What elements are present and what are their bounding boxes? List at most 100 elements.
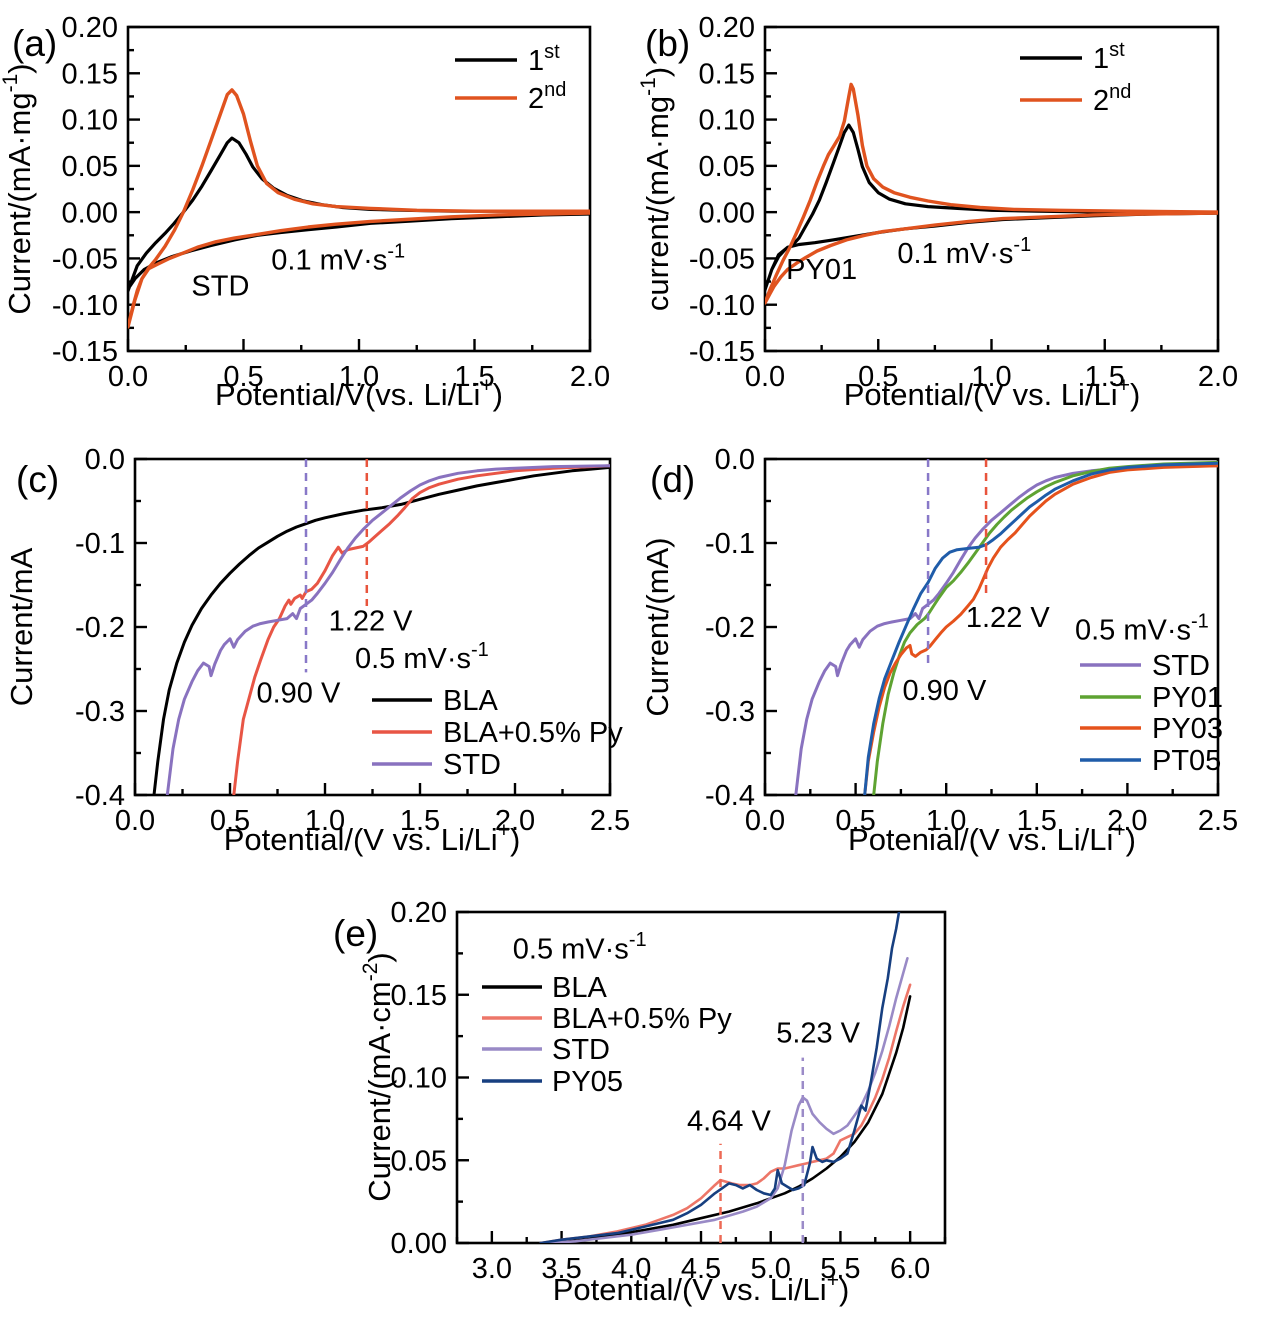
ytick-label: 0.00 — [391, 1228, 447, 1260]
xtick-label: 1.0 — [339, 361, 379, 393]
annotation-b: 0.1 mV·s-1 — [897, 234, 1031, 270]
ytick-label: -0.1 — [75, 528, 125, 560]
ytick-label: -0.3 — [75, 696, 125, 728]
ytick-label: 0.0 — [715, 444, 755, 476]
x-axis-label-c: Potential/(V vs. Li/Li+) — [224, 819, 521, 857]
xtick-label: 0.5 — [835, 805, 875, 837]
ytick-label: 0.10 — [62, 105, 118, 137]
annotation-e: 4.64 V — [687, 1105, 771, 1137]
ytick-label: 0.0 — [85, 444, 125, 476]
panel-b: 0.0 0.5 1.0 1.5 2.0 -0.15 -0.10 -0.05 0.00 0.05 0.… — [637, 12, 1238, 412]
legend-label-c: BLA — [443, 685, 498, 717]
ytick-label: -0.10 — [689, 290, 755, 322]
xtick-label: 0.0 — [745, 361, 785, 393]
xtick-label: 1.5 — [400, 805, 440, 837]
panel-d: 0.0 0.5 1.0 1.5 2.0 2.5 -0.4 -0.3 -0.2 -0.1 0.0 Pot… — [640, 444, 1238, 857]
ytick-label: 0.15 — [699, 58, 755, 90]
ytick-label: 0.00 — [62, 197, 118, 229]
xtick-label: 1.0 — [926, 805, 966, 837]
legend-label-b: 1st — [1093, 39, 1125, 75]
ytick-label: -0.1 — [705, 528, 755, 560]
curves-c — [152, 464, 610, 795]
ytick-label: 0.20 — [62, 12, 118, 44]
legend-label-d: PY03 — [1152, 713, 1223, 745]
annotation-e: 0.5 mV·s-1 — [513, 929, 647, 965]
ytick-label: 0.05 — [391, 1145, 447, 1177]
x-axis-label-d: Potenial/(V vs. Li/Li+) — [848, 819, 1136, 857]
curve-d-pt05 — [863, 461, 1218, 795]
xtick-label: 3.5 — [541, 1253, 581, 1285]
legend-label-d: STD — [1152, 650, 1210, 682]
panel-letter-c: (c) — [16, 459, 59, 500]
y-axis-label-a: Current/(mA·mg-1) — [0, 63, 37, 314]
legend-label-e: BLA — [552, 972, 607, 1004]
xtick-label: 2.5 — [1198, 805, 1238, 837]
plot-frame-d — [763, 457, 1220, 797]
panel-c: 0.0 0.5 1.0 1.5 2.0 2.5 -0.4 -0.3 -0.2 -0.1 0.0 Pot… — [4, 444, 630, 857]
ytick-label: 0.05 — [62, 151, 118, 183]
curve-e-std — [546, 957, 909, 1243]
legend-label-b: 2nd — [1093, 81, 1131, 117]
curve-c-std — [165, 464, 610, 795]
xtick-label: 0.5 — [210, 805, 250, 837]
curve-d-py01 — [872, 460, 1218, 795]
xtick-label: 1.5 — [1085, 361, 1125, 393]
xtick-label: 0.5 — [223, 361, 263, 393]
panel-a: 0.0 0.5 1.0 1.5 2.0 -0.15 -0.10 -0.05 0.00 0.05 0.… — [0, 12, 610, 412]
xtick-label: 2.0 — [570, 361, 610, 393]
x-axis-label-a: Potential/V(vs. Li/Li+) — [215, 374, 503, 412]
legend-label-e: PY05 — [552, 1066, 623, 1098]
ytick-label: 0.20 — [699, 12, 755, 44]
ytick-label: -0.15 — [689, 336, 755, 368]
annotation-c: 0.5 mV·s-1 — [355, 639, 489, 675]
curve-c-bla-0-5-py — [232, 464, 610, 795]
xtick-label: 1.5 — [454, 361, 494, 393]
xtick-label: 1.0 — [971, 361, 1011, 393]
annotation-c: 1.22 V — [329, 605, 413, 637]
curves-e — [539, 912, 912, 1243]
ytick-label: -0.2 — [705, 612, 755, 644]
panel-letter-e: (e) — [333, 913, 378, 954]
xtick-label: 2.0 — [495, 805, 535, 837]
ytick-label: -0.10 — [52, 290, 118, 322]
ytick-label: -0.05 — [689, 244, 755, 276]
plot-frame-e — [455, 910, 947, 1245]
xtick-label: 1.5 — [1017, 805, 1057, 837]
xtick-label: 0.0 — [115, 805, 155, 837]
curves-d — [794, 460, 1218, 795]
legend-label-e: BLA+0.5% Py — [552, 1003, 732, 1035]
curve-d-py03 — [863, 464, 1218, 795]
xtick-label: 4.5 — [681, 1253, 721, 1285]
legend-label-d: PT05 — [1152, 745, 1221, 777]
xtick-label: 2.0 — [1107, 805, 1147, 837]
annotation-a: STD — [191, 270, 249, 302]
xtick-label: 2.5 — [590, 805, 630, 837]
ytick-label: 0.00 — [699, 197, 755, 229]
y-axis-label-b: current/(mA·mg-1) — [637, 67, 675, 311]
legend-label-a: 1st — [528, 41, 560, 77]
y-axis-label-d: Current/(mA) — [640, 537, 675, 716]
annotation-d: 0.90 V — [902, 675, 986, 707]
xtick-label: 0.5 — [858, 361, 898, 393]
legend-label-e: STD — [552, 1034, 610, 1066]
legend-label-a: 2nd — [528, 79, 566, 115]
annotation-d: 0.5 mV·s-1 — [1075, 610, 1209, 646]
xtick-label: 0.0 — [745, 805, 785, 837]
ytick-label: 0.05 — [699, 151, 755, 183]
xtick-label: 3.0 — [472, 1253, 512, 1285]
y-axis-label-e: Current/(mA·cm-2) — [359, 952, 397, 1201]
annotation-c: 0.90 V — [256, 678, 340, 710]
panel-e: 3.0 3.5 4.0 4.5 5.0 5.5 6.0 0.00 0.05 0.10 0.15 0.2… — [333, 897, 947, 1307]
panel-letter-d: (d) — [650, 459, 695, 500]
annotation-b: PY01 — [786, 254, 857, 286]
curves-a — [128, 88, 590, 329]
panel-letter-b: (b) — [645, 23, 690, 64]
plot-frame-a — [126, 25, 592, 353]
